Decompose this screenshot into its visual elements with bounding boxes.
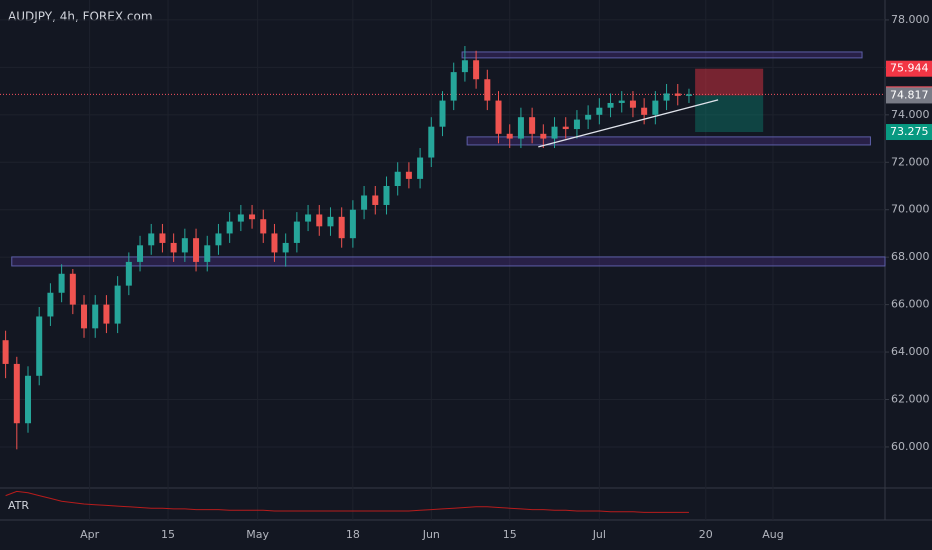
y-tick-label: 74.000: [891, 108, 930, 121]
candle-body: [237, 214, 244, 222]
x-tick-label: 20: [699, 528, 713, 541]
candle-body: [349, 209, 356, 239]
candle-body: [204, 245, 211, 262]
candle-body: [271, 233, 278, 253]
candle-body: [260, 219, 267, 234]
candle-body: [305, 214, 312, 222]
price-label: 75.944: [890, 62, 929, 75]
candle-body: [293, 221, 300, 243]
candle-body: [36, 316, 43, 376]
candle-body: [484, 79, 491, 101]
candle-body: [13, 363, 20, 424]
y-tick-label: 78.000: [891, 13, 930, 26]
candle-body: [596, 107, 603, 115]
y-tick-label: 64.000: [891, 345, 930, 358]
candle-body: [529, 117, 536, 134]
x-tick-label: 15: [161, 528, 175, 541]
candle-body: [170, 242, 177, 253]
candle-body: [81, 304, 88, 329]
candle-body: [428, 126, 435, 158]
candle-body: [47, 292, 54, 317]
candle-body: [641, 107, 648, 115]
candle-body: [69, 273, 76, 305]
candle-body: [114, 285, 121, 324]
x-tick-label: May: [246, 528, 269, 541]
target-zone: [695, 95, 764, 133]
candle-body: [573, 119, 580, 130]
candle-body: [473, 60, 480, 80]
candle-body: [226, 221, 233, 234]
candle-body: [215, 233, 222, 246]
x-tick-label: 18: [346, 528, 360, 541]
candle-body: [316, 214, 323, 227]
y-tick-label: 62.000: [891, 393, 930, 406]
candle-body: [394, 171, 401, 186]
candle-body: [517, 117, 524, 139]
candle-body: [506, 133, 513, 139]
trendline: [538, 99, 719, 148]
candle-body: [338, 216, 345, 239]
price-label: 73.275: [890, 125, 929, 138]
price-label: 74.817: [890, 88, 929, 101]
x-tick-label: Jul: [592, 528, 606, 541]
price-label-box: [886, 87, 932, 104]
candle-body: [629, 100, 636, 108]
candle-body: [137, 245, 144, 262]
y-tick-label: 66.000: [891, 298, 930, 311]
candle-body: [361, 195, 368, 210]
candle-body: [618, 100, 625, 103]
candle-body: [58, 273, 65, 293]
candle-body: [148, 233, 155, 246]
candle-body: [495, 100, 502, 134]
candle-body: [2, 340, 9, 364]
candle-body: [417, 157, 424, 179]
chart-title: AUDJPY, 4h, FOREX.com: [8, 10, 153, 24]
candle-body: [562, 126, 569, 130]
indicator-label: ATR: [8, 499, 29, 512]
candle-body: [405, 171, 412, 179]
price-label-box: [886, 124, 932, 141]
zone: [461, 51, 863, 59]
atr-line: [5, 490, 689, 513]
y-tick-label: 70.000: [891, 203, 930, 216]
price-label-box: [886, 60, 932, 77]
candle-body: [372, 195, 379, 205]
candle-body: [685, 94, 692, 96]
x-tick-label: Jun: [422, 528, 440, 541]
x-tick-label: 15: [503, 528, 517, 541]
candle-body: [125, 261, 132, 286]
candle-body: [461, 60, 468, 73]
candle-body: [663, 93, 670, 101]
candle-body: [181, 238, 188, 253]
candle-body: [652, 100, 659, 115]
candle-body: [159, 233, 166, 243]
candle-body: [383, 185, 390, 205]
candle-body: [249, 214, 256, 220]
candle-body: [585, 114, 592, 120]
stop-zone: [695, 68, 764, 96]
candle-body: [282, 242, 289, 253]
candle-body: [450, 72, 457, 101]
candle-body: [92, 304, 99, 329]
candle-body: [607, 102, 614, 108]
candle-body: [674, 93, 681, 96]
x-tick-label: Aug: [762, 528, 783, 541]
candle-body: [540, 133, 547, 139]
candle-body: [439, 100, 446, 127]
x-tick-label: Apr: [80, 528, 100, 541]
y-tick-label: 72.000: [891, 155, 930, 168]
zone: [11, 256, 886, 267]
y-tick-label: 68.000: [891, 250, 930, 263]
candle-body: [551, 126, 558, 139]
zone: [466, 136, 871, 146]
candle-body: [103, 304, 110, 324]
candle-body: [193, 238, 200, 262]
candle-body: [25, 375, 32, 424]
candle-body: [327, 216, 334, 227]
y-tick-label: 60.000: [891, 440, 930, 453]
